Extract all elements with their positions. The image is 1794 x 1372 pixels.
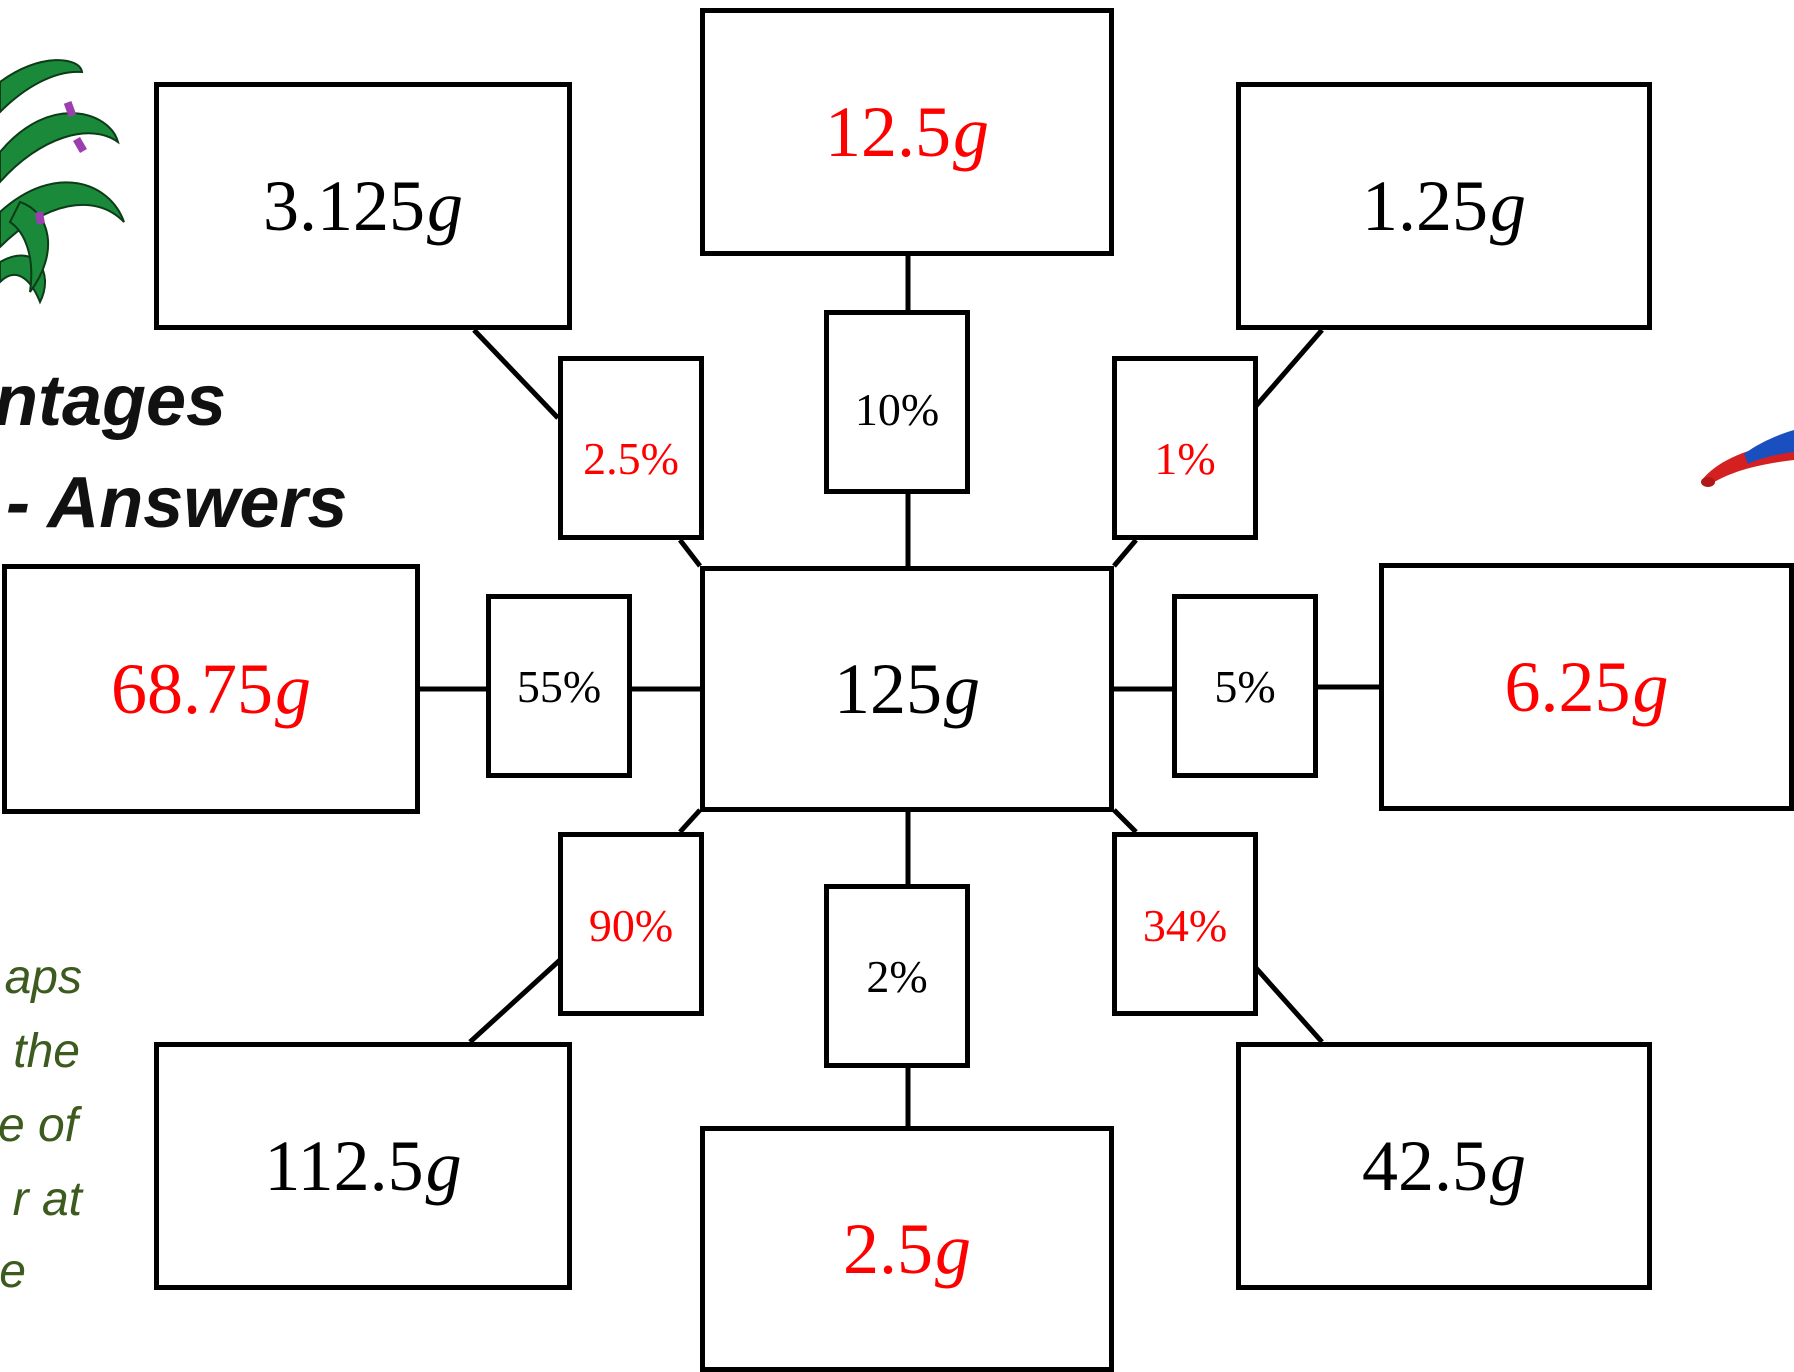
value-box-right: 6.25 g <box>1379 563 1794 811</box>
flying-superhero-icon <box>1701 430 1794 487</box>
value-number: 6.25 <box>1504 646 1631 727</box>
percent-box-top-right: 1% <box>1112 356 1258 540</box>
connector-bottom-right-a <box>1112 808 1138 834</box>
connector-top-left-b <box>678 538 702 568</box>
value-number: 3.125 <box>263 165 425 246</box>
side-note-line-5: e <box>0 1245 26 1298</box>
value-box-top-left: 3.125 g <box>154 82 572 330</box>
percent-box-top-left: 2.5% <box>558 356 704 540</box>
connector-bottom-right-b <box>1254 966 1324 1044</box>
value-unit: g <box>1632 646 1669 727</box>
side-note-line-1: aps <box>4 951 82 1004</box>
value-unit: g <box>953 91 989 172</box>
side-note-line-3: e of <box>0 1099 78 1152</box>
percent-box-bottom-left: 90% <box>558 832 704 1016</box>
connector-bottom-left-b <box>468 958 562 1044</box>
connector-bottom-left-a <box>678 808 702 834</box>
value-number: 2.5 <box>843 1208 933 1289</box>
center-value-box: 125 g <box>700 566 1114 812</box>
plant-leaves-icon <box>0 59 125 305</box>
side-note-line-4: r at <box>12 1173 82 1226</box>
percent-label: 1% <box>1154 432 1216 484</box>
page-title-line-2: - Answers <box>6 463 348 543</box>
value-number: 112.5 <box>264 1125 424 1206</box>
value-unit: g <box>427 165 463 246</box>
value-unit: g <box>1490 1125 1526 1206</box>
value-unit: g <box>275 648 311 729</box>
value-box-bottom-left: 112.5 g <box>154 1042 572 1290</box>
percent-label: 2.5% <box>583 432 679 484</box>
percent-label: 2% <box>866 950 928 1002</box>
percent-label: 5% <box>1214 660 1276 712</box>
percent-label: 55% <box>516 660 602 712</box>
value-box-left: 68.75 g <box>2 564 420 814</box>
value-number: 42.5 <box>1362 1125 1488 1206</box>
value-box-top-right: 1.25 g <box>1236 82 1652 330</box>
center-value-unit: g <box>944 648 980 729</box>
percent-label: 10% <box>854 384 940 435</box>
value-unit: g <box>425 1125 462 1206</box>
percent-box-bottom-right: 34% <box>1112 832 1258 1016</box>
connector-top-right-a <box>1254 328 1324 408</box>
value-number: 68.75 <box>111 648 273 729</box>
value-box-bottom-right: 42.5 g <box>1236 1042 1652 1290</box>
value-box-bottom: 2.5 g <box>700 1126 1114 1372</box>
percent-box-bottom: 2% <box>824 884 970 1068</box>
value-unit: g <box>1490 165 1526 246</box>
value-box-top: 12.5 g <box>700 8 1114 256</box>
percent-label: 34% <box>1142 900 1228 951</box>
percent-box-top: 10% <box>824 310 970 494</box>
page-title-line-1: ntages <box>0 361 227 441</box>
value-number: 1.25 <box>1362 165 1488 246</box>
value-unit: g <box>935 1208 971 1289</box>
percent-box-left: 55% <box>486 594 632 778</box>
percent-box-right: 5% <box>1172 594 1318 778</box>
side-note-line-2: the <box>13 1025 80 1078</box>
connector-top-left-a <box>472 328 560 420</box>
connector-top-right-b <box>1112 538 1138 568</box>
center-value-number: 125 <box>834 648 942 729</box>
value-number: 12.5 <box>825 91 951 172</box>
percent-label: 90% <box>588 900 674 951</box>
